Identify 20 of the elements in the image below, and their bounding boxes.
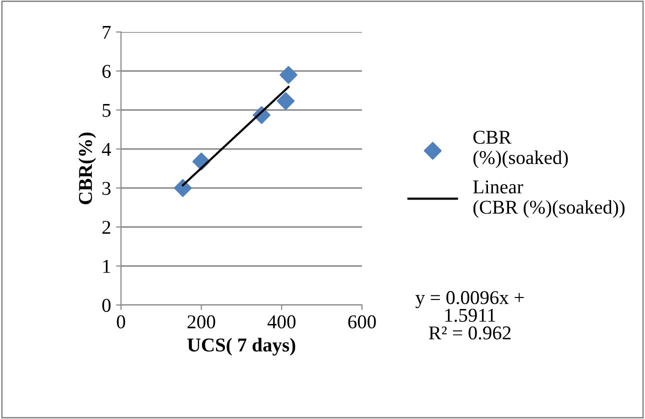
y-tick-label: 0 [102,298,111,312]
x-tick-label: 200 [188,315,216,328]
y-tick-label: 6 [102,64,111,78]
legend-label: Linear (CBR (%)(soaked)) [473,180,625,218]
y-tick-label: 4 [102,142,111,156]
y-tick-label: 5 [102,104,111,117]
point [280,66,298,84]
y-tick-label: 1 [103,260,110,273]
x-axis-title: UCS( 7 days) [187,338,296,356]
text: y = 0.0096x + 1.5911 R² = 0.962 [416,291,524,340]
point [174,179,192,197]
x-tick-label: 400 [267,315,296,328]
x-tick-label: 600 [348,315,376,328]
y-tick-label: 3 [102,182,111,195]
y-axis-title: CBR(%) [78,132,96,204]
point [276,92,295,110]
legend-label: CBR (%)(soaked) [473,130,568,168]
x-tick-label: 0 [116,315,126,328]
y-tick-label: 7 [102,26,111,39]
y-tick-label: 2 [102,220,110,234]
